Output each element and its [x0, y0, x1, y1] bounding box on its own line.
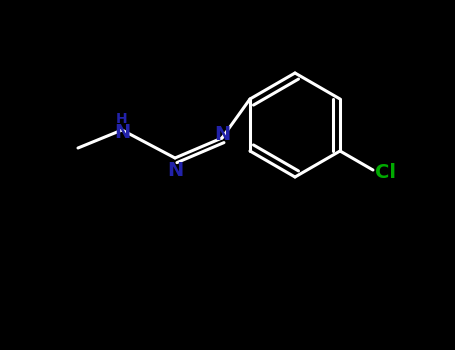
Text: N: N	[214, 126, 230, 145]
Text: N: N	[167, 161, 183, 180]
Text: Cl: Cl	[375, 162, 396, 182]
Text: N: N	[114, 124, 130, 142]
Text: H: H	[116, 112, 128, 126]
